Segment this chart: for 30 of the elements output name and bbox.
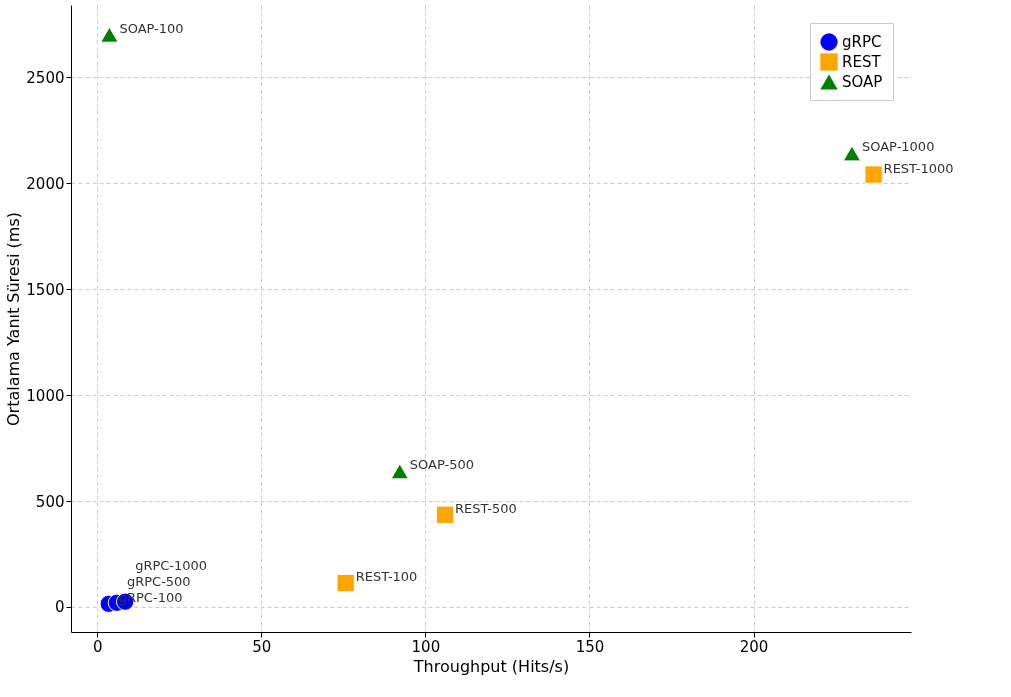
- legend-label: gRPC: [842, 33, 882, 51]
- annotation: REST-500: [455, 500, 517, 516]
- x-axis-title: Throughput (Hits/s): [412, 656, 570, 676]
- x-tick-label: 0: [92, 637, 103, 656]
- annotation: SOAP-1000: [861, 139, 935, 155]
- annotation: gRPC-1000: [135, 557, 208, 573]
- point: [390, 463, 409, 480]
- annotation: SOAP-100: [119, 20, 184, 36]
- point: [100, 26, 119, 43]
- point: [864, 165, 883, 184]
- x-tick-label: 100: [411, 637, 441, 656]
- y-tick-label: 1500: [26, 280, 65, 299]
- annotation: gRPC-500: [126, 573, 191, 589]
- x-tick-label: 150: [575, 637, 605, 656]
- y-tick-label: 0: [54, 598, 65, 617]
- legend-label: REST: [842, 53, 882, 71]
- legend-label: SOAP: [842, 73, 883, 91]
- annotation: REST-1000: [883, 160, 954, 176]
- y-axis-title: Ortalama Yanıt Süresi (ms): [4, 212, 24, 426]
- y-tick-label: 500: [35, 492, 65, 511]
- point: [842, 145, 862, 162]
- y-tick-label: 2000: [26, 174, 65, 193]
- y-tick-label: 1000: [26, 386, 65, 405]
- x-tick-label: 50: [252, 637, 272, 656]
- annotation: SOAP-500: [409, 457, 474, 473]
- x-tick-label: 200: [739, 637, 769, 656]
- point: [336, 573, 355, 593]
- point: [435, 505, 455, 524]
- y-tick-label: 2500: [26, 68, 65, 87]
- annotation: REST-100: [355, 569, 418, 585]
